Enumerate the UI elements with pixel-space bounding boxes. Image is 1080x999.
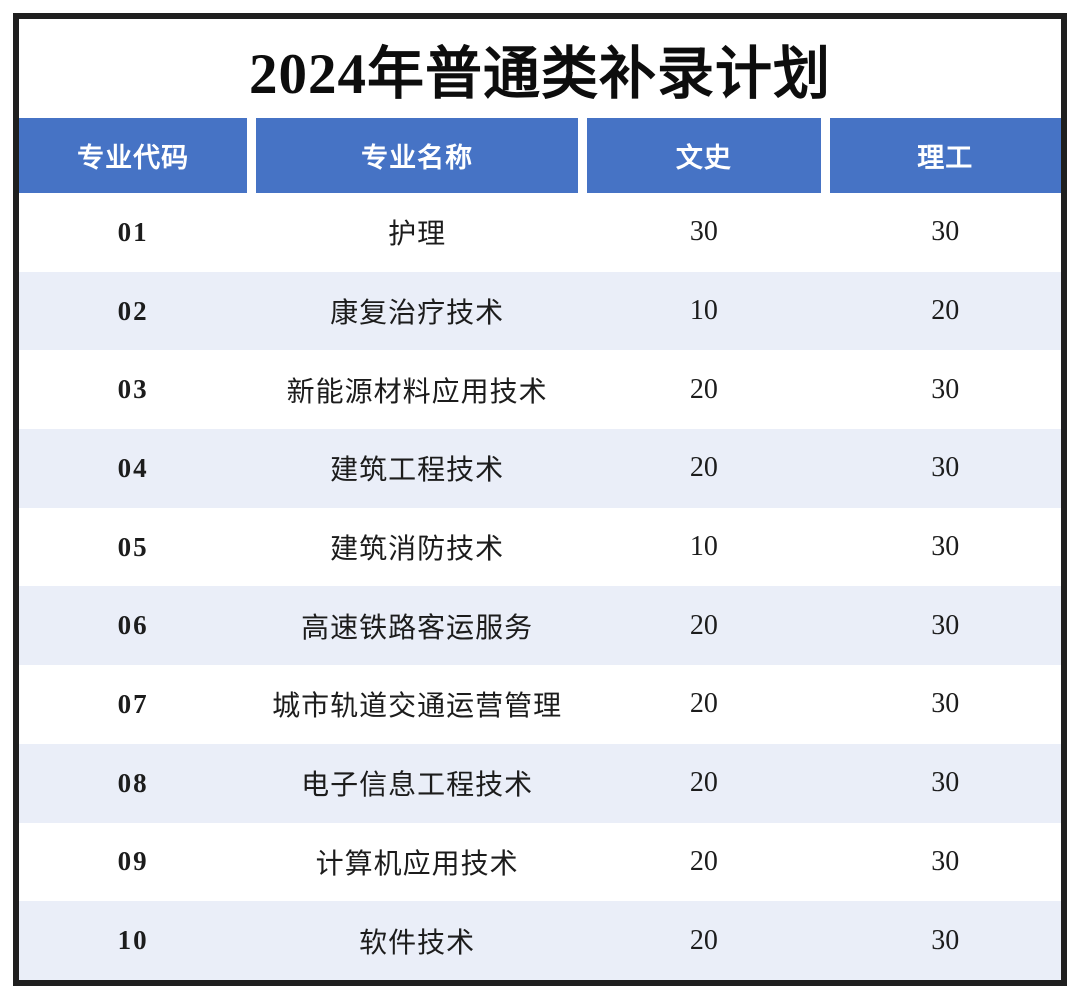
- cell-science: 30: [931, 216, 960, 248]
- cell-major-code: 05: [117, 531, 149, 562]
- header-cell-liberal-arts: 文史: [587, 118, 821, 193]
- table-row: 05 建筑消防技术 10 30: [19, 507, 1061, 587]
- cell-liberal-arts: 20: [689, 688, 718, 720]
- cell-major-name: 城市轨道交通运营管理: [272, 691, 563, 723]
- table-row: 02 康复治疗技术 10 20: [19, 271, 1061, 351]
- table-frame: 2024年普通类补录计划 专业代码 专业名称 文史 理工 01 护理 30 30…: [13, 13, 1067, 986]
- title-area: 2024年普通类补录计划: [19, 19, 1061, 118]
- cell-major-code: 04: [117, 452, 149, 483]
- table-row: 04 建筑工程技术 20 30: [19, 429, 1061, 508]
- cell-liberal-arts: 20: [689, 452, 718, 484]
- cell-liberal-arts: 20: [689, 767, 718, 799]
- cell-major-code: 06: [117, 610, 149, 641]
- cell-major-name: 康复治疗技术: [330, 298, 505, 330]
- cell-science: 30: [931, 924, 960, 956]
- table-row: 03 新能源材料应用技术 20 30: [19, 350, 1061, 430]
- table-row: 08 电子信息工程技术 20 30: [19, 743, 1061, 823]
- table-header-row: 专业代码 专业名称 文史 理工: [19, 118, 1061, 193]
- cell-science: 30: [931, 531, 960, 563]
- cell-science: 30: [931, 688, 960, 720]
- cell-science: 30: [931, 845, 960, 877]
- header-cell-major-name: 专业名称: [256, 118, 579, 193]
- cell-major-code: 02: [117, 295, 149, 326]
- cell-major-name: 计算机应用技术: [315, 848, 519, 880]
- cell-major-name: 护理: [388, 219, 447, 251]
- table-row: 06 高速铁路客运服务 20 30: [19, 586, 1061, 666]
- cell-science: 20: [931, 295, 960, 327]
- cell-major-name: 电子信息工程技术: [301, 770, 534, 802]
- cell-liberal-arts: 20: [689, 373, 718, 405]
- cell-major-code: 03: [117, 374, 149, 405]
- cell-major-name: 新能源材料应用技术: [286, 376, 548, 408]
- cell-liberal-arts: 20: [689, 845, 718, 877]
- cell-major-name: 软件技术: [359, 927, 476, 959]
- cell-major-code: 07: [117, 688, 149, 719]
- cell-major-name: 建筑工程技术: [330, 455, 505, 487]
- cell-major-code: 01: [117, 216, 149, 247]
- cell-science: 30: [931, 767, 960, 799]
- cell-science: 30: [931, 373, 960, 405]
- cell-major-code: 08: [117, 767, 149, 798]
- cell-major-code: 10: [117, 925, 149, 956]
- cell-liberal-arts: 10: [689, 295, 718, 327]
- page-title: 2024年普通类补录计划: [249, 42, 831, 106]
- cell-liberal-arts: 20: [689, 924, 718, 956]
- cell-science: 30: [931, 452, 960, 484]
- header-cell-science: 理工: [829, 118, 1061, 193]
- cell-liberal-arts: 10: [689, 531, 718, 563]
- cell-major-code: 09: [117, 846, 149, 877]
- table-row: 09 计算机应用技术 20 30: [19, 822, 1061, 902]
- header-cell-major-code: 专业代码: [19, 118, 248, 193]
- cell-major-name: 建筑消防技术: [330, 534, 505, 566]
- table-row: 07 城市轨道交通运营管理 20 30: [19, 665, 1061, 744]
- cell-liberal-arts: 30: [689, 216, 718, 248]
- table-row: 10 软件技术 20 30: [19, 901, 1061, 980]
- cell-major-name: 高速铁路客运服务: [301, 612, 534, 644]
- table-row: 01 护理 30 30: [19, 193, 1061, 272]
- cell-science: 30: [931, 609, 960, 641]
- cell-liberal-arts: 20: [689, 609, 718, 641]
